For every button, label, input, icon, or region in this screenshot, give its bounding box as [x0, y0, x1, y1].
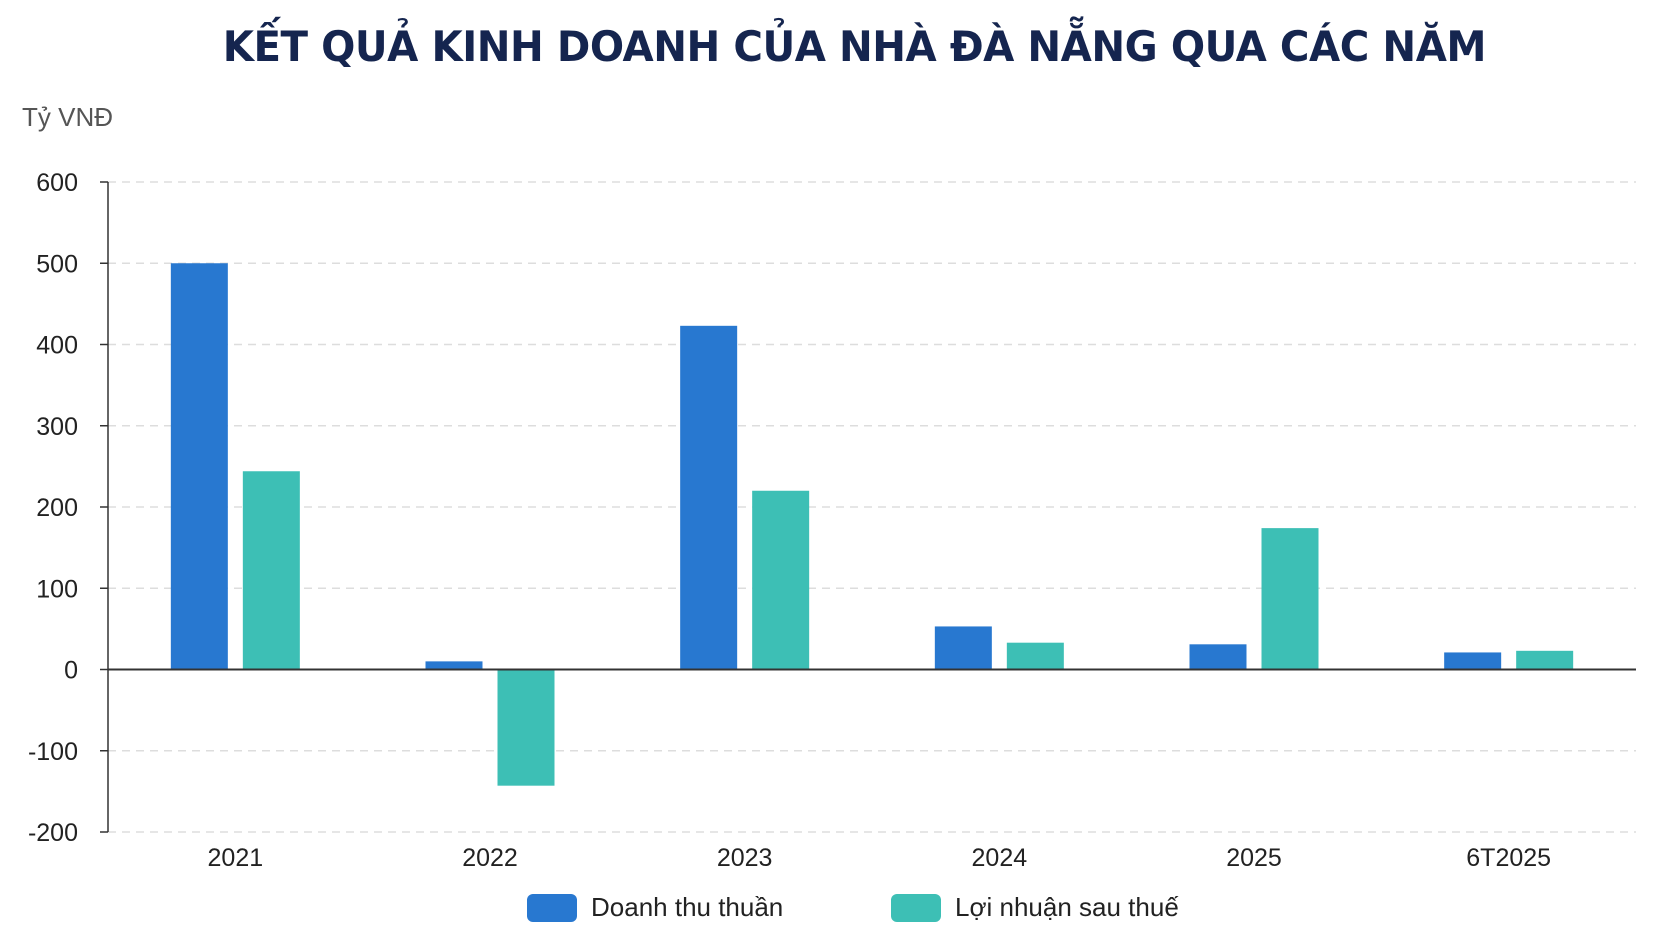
bar-profit	[1516, 650, 1574, 670]
y-tick-label: 400	[36, 332, 78, 360]
y-tick-label: -200	[28, 819, 78, 847]
y-tick-label: 200	[36, 494, 78, 522]
bar-revenue	[934, 626, 992, 670]
x-tick-label: 2021	[208, 844, 264, 872]
bar-revenue	[1189, 644, 1247, 670]
axes	[100, 181, 1636, 833]
x-tick-label: 2024	[972, 844, 1028, 872]
x-tick-label: 2022	[462, 844, 518, 872]
x-tick-label: 2025	[1226, 844, 1282, 872]
y-axis-unit-label: Tỷ VNĐ	[22, 102, 113, 132]
y-tick-label: 500	[36, 250, 78, 278]
y-tick-label: 100	[36, 575, 78, 603]
legend-swatch-profit	[891, 893, 941, 922]
chart-title: KẾT QUẢ KINH DOANH CỦA NHÀ ĐÀ NẴNG QUA C…	[222, 22, 1487, 71]
y-tick-label: 600	[36, 169, 78, 197]
legend-label-revenue: Doanh thu thuần	[591, 892, 784, 922]
bar-revenue	[170, 263, 228, 670]
bar-revenue	[1444, 652, 1502, 670]
x-tick-label: 2023	[717, 844, 773, 872]
bar-revenue	[680, 325, 738, 670]
y-tick-label: 300	[36, 413, 78, 441]
bar-profit	[1261, 528, 1319, 670]
bar-profit	[1006, 642, 1064, 670]
tick-labels: 600 500 400 300 200 100 0 -100 -200 2021 2022 2023 2…	[28, 169, 1551, 872]
bar-profit	[497, 669, 555, 786]
bars	[170, 263, 1574, 786]
gridlines	[108, 181, 1636, 833]
legend: Doanh thu thuần Lợi nhuận sau thuế	[0, 892, 1670, 934]
x-tick-label: 6T2025	[1466, 844, 1551, 872]
legend-swatch-revenue	[527, 893, 577, 922]
bar-profit	[752, 490, 810, 670]
bar-revenue	[425, 661, 483, 670]
legend-item-revenue: Doanh thu thuần	[527, 892, 783, 923]
legend-label-profit: Lợi nhuận sau thuế	[955, 892, 1179, 922]
y-tick-label: -100	[28, 738, 78, 766]
y-tick-label: 0	[64, 657, 78, 685]
bar-profit	[242, 471, 300, 670]
legend-item-profit: Lợi nhuận sau thuế	[891, 892, 1179, 923]
